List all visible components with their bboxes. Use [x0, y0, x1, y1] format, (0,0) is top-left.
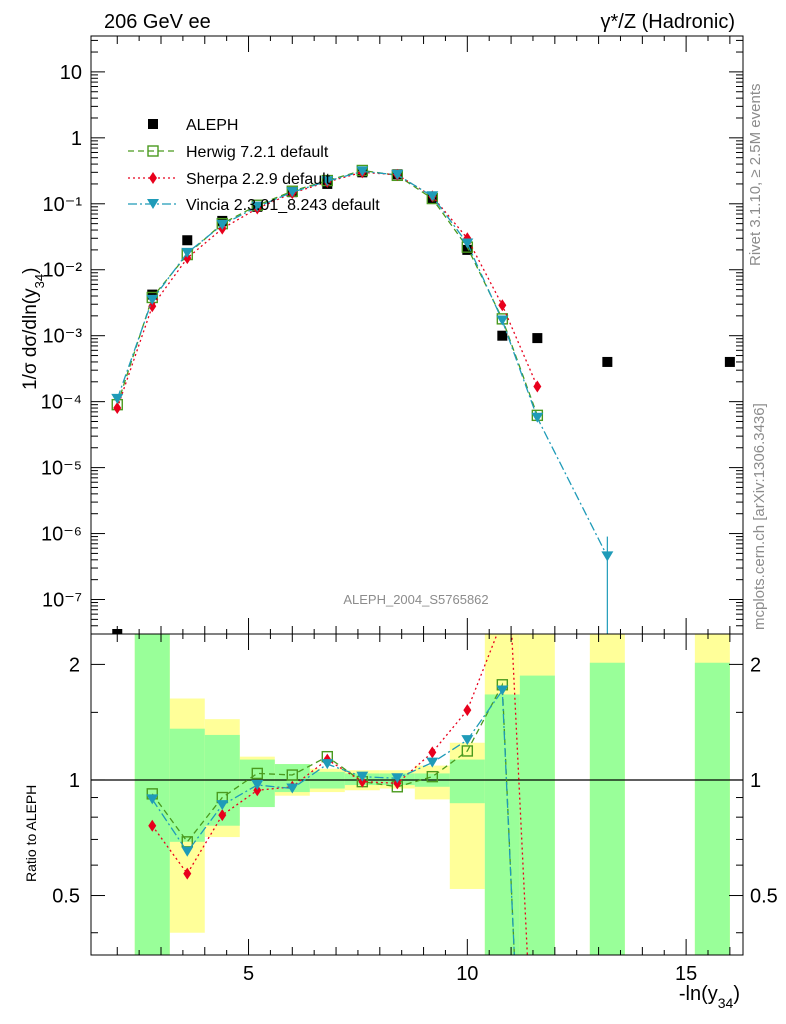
sherpa-main-point	[113, 402, 122, 415]
main-ytick-label: 10⁻⁷	[42, 590, 82, 612]
herwig-ratio-line	[151, 682, 516, 955]
ratio-ytick-label-right: 1	[750, 770, 761, 792]
vincia-main-point	[286, 187, 299, 198]
vincia-main-point	[426, 191, 439, 202]
ratio-stat-band	[169, 728, 205, 842]
vincia-legend-marker	[147, 199, 159, 209]
main-ytick-label: 1	[71, 128, 82, 150]
source-text: mcplots.cern.ch [arXiv:1306.3436]	[751, 403, 768, 630]
sherpa-main-point	[533, 380, 542, 393]
vincia-ratio-point	[426, 757, 439, 768]
vincia-main-point	[251, 201, 264, 212]
sherpa-ratio-point	[463, 704, 472, 717]
ratio-ytick-label: 2	[69, 654, 80, 676]
sherpa-ratio-point	[183, 867, 192, 880]
sherpa-main-point	[148, 300, 157, 313]
vincia-ratio-point	[146, 794, 159, 805]
vincia-legend-label: Vincia 2.3.01_8.243 default	[186, 197, 380, 214]
ratio-xlabel: -ln(y34)	[679, 983, 740, 1011]
herwig-ratio-point	[286, 769, 298, 781]
vincia-main-point	[391, 169, 404, 180]
vincia-ratio-point	[251, 780, 264, 791]
vincia-ratio-point	[181, 846, 194, 857]
vincia-ratio-point	[286, 783, 299, 794]
ratio-ytick-label-right: 2	[750, 654, 761, 676]
aleph-main-point	[724, 356, 735, 367]
vincia-main-point	[461, 238, 474, 249]
ratio-ylabel: Ratio to ALEPH	[23, 785, 39, 882]
vincia-ratio-point	[391, 773, 404, 784]
sherpa-ratio-point	[148, 819, 157, 832]
herwig-ratio-point	[251, 767, 263, 780]
header-left-title: 206 GeV ee	[104, 11, 211, 33]
ratio-frame	[90, 633, 744, 956]
main-ytick-label: 10⁻³	[43, 326, 83, 348]
ratio-ytick-label: 1	[69, 770, 80, 792]
ratio-xtick-label: 15	[675, 963, 697, 985]
sherpa-legend-marker	[149, 172, 157, 184]
main-ytick-label: 10⁻¹	[43, 194, 83, 216]
main-axes: 10⁻⁷ 10⁻⁶ 10⁻⁵ 10⁻⁴ 10⁻³ 10⁻² 10⁻¹ 1 10	[41, 36, 743, 635]
vincia-ratio-line	[151, 688, 515, 955]
aleph-legend-marker	[148, 119, 158, 129]
aleph-main-point	[497, 330, 508, 341]
sherpa-main-point	[498, 299, 507, 312]
ratio-ytick-label-right: 0.5	[750, 886, 778, 908]
vincia-main-point	[496, 315, 509, 326]
ratio-plot-area	[91, 634, 743, 955]
vincia-ratio-point	[496, 685, 509, 696]
ratio-stat-band	[589, 662, 625, 955]
vincia-ratio-point	[461, 735, 474, 746]
ratio-stat-band	[484, 694, 520, 955]
sherpa-ratio-point	[428, 746, 437, 759]
vincia-main-point	[181, 247, 194, 258]
herwig-ratio-point	[426, 770, 439, 783]
vincia-ratio-point	[356, 771, 369, 782]
ratio-xtick-label: 5	[243, 963, 254, 985]
sherpa-ratio-point	[218, 809, 227, 822]
rivet-version-text: Rivet 3.1.10, ≥ 2.5M events	[747, 84, 764, 267]
vincia-ratio-point	[216, 800, 229, 811]
herwig-legend-marker	[147, 145, 159, 157]
analysis-id-label: ALEPH_2004_S5765862	[343, 592, 488, 607]
aleph-legend-label: ALEPH	[186, 117, 238, 134]
main-ytick-label: 10⁻²	[43, 260, 83, 282]
header-right-title: γ*/Z (Hadronic)	[601, 11, 735, 33]
vincia-main-point	[146, 294, 159, 305]
vincia-main-point	[356, 166, 369, 177]
main-plot-area	[111, 164, 735, 634]
main-ytick-label: 10⁻⁴	[41, 392, 82, 414]
ratio-panel: 5 10 15 0.5 0.5 1 1 2 2 Ratio to ALEPH -ln(y34)	[23, 633, 778, 1011]
main-ytick-label: 10⁻⁵	[41, 458, 82, 480]
sherpa-ratio-point	[393, 777, 402, 790]
ratio-stat-band	[449, 759, 485, 804]
vincia-main-point	[321, 176, 334, 187]
ratio-axes: 5 10 15 0.5 0.5 1 1 2 2	[52, 634, 778, 985]
vincia-ratio-point	[321, 759, 334, 770]
main-ytick-label: 10	[60, 62, 82, 84]
aleph-main-point	[532, 333, 543, 344]
vincia-main-point	[111, 393, 124, 404]
herwig-ratio-point	[461, 745, 474, 757]
sherpa-legend-label: Sherpa 2.2.9 default	[186, 171, 331, 188]
aleph-main-point	[602, 356, 613, 367]
ratio-xtick-label: 10	[456, 963, 478, 985]
vincia-main-point	[216, 219, 229, 230]
aleph-main-point	[147, 289, 158, 300]
ratio-ytick-label: 0.5	[52, 886, 80, 908]
aleph-main-point	[462, 244, 473, 255]
legend: ALEPH Herwig 7.2.1 default Sherpa 2.2.9 de…	[128, 117, 380, 214]
sherpa-ratio-point	[253, 784, 262, 797]
vincia-main-point	[531, 412, 544, 423]
vincia-main-line	[116, 170, 608, 557]
main-ytick-label: 10⁻⁶	[41, 524, 82, 546]
aleph-main-point	[182, 235, 193, 246]
herwig-legend-label: Herwig 7.2.1 default	[186, 144, 329, 161]
ratio-stat-band	[694, 662, 730, 955]
